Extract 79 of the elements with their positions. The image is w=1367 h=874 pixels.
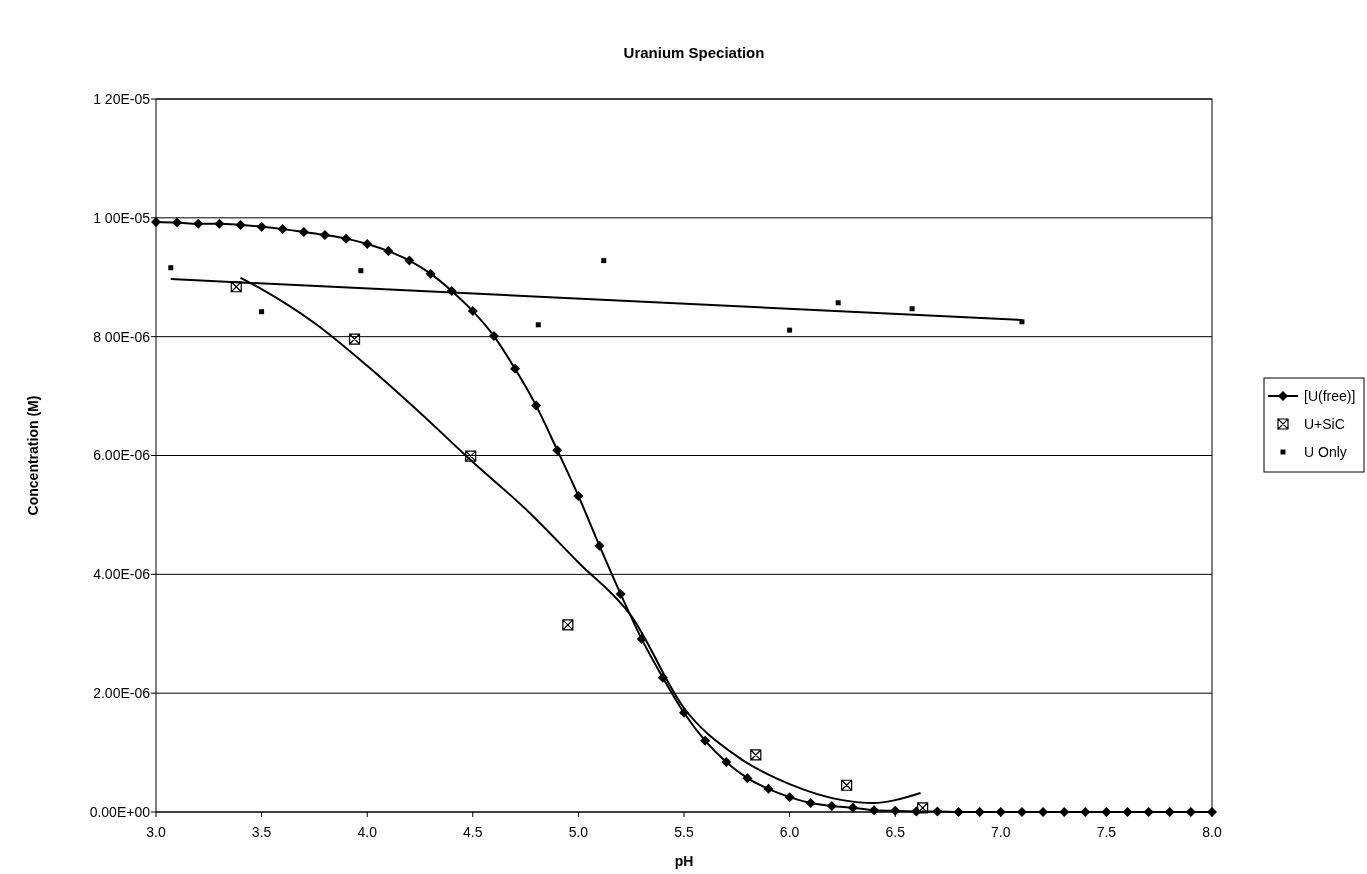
point	[235, 219, 246, 230]
y-tick-label: 4.00E-06	[93, 566, 151, 583]
point	[869, 805, 880, 816]
x-tick-label: 3.0	[146, 824, 166, 840]
x-tick-label: 5.0	[568, 824, 589, 840]
point	[573, 490, 584, 501]
x-tick-label: 7.0	[991, 824, 1011, 840]
point	[383, 246, 394, 257]
x-tick-label: 5.5	[674, 824, 694, 840]
point	[835, 300, 841, 306]
point	[531, 400, 542, 411]
point	[909, 306, 915, 312]
point	[1143, 807, 1154, 817]
point	[787, 327, 793, 333]
point	[151, 216, 161, 227]
point	[256, 221, 267, 232]
point	[763, 783, 774, 794]
point	[341, 233, 352, 244]
point	[826, 801, 837, 812]
point	[425, 268, 436, 279]
x-tick-label: 3.5	[251, 824, 272, 840]
point	[277, 224, 288, 235]
legend-label: U Only	[1304, 443, 1347, 460]
point	[362, 238, 373, 249]
x-tick-label: 4.5	[463, 824, 483, 840]
x-tick-label: 8.0	[1202, 824, 1222, 840]
y-tick-label: 1 00E-05	[93, 209, 151, 226]
point	[319, 230, 330, 241]
y-tick-label: 1 20E-05	[93, 90, 151, 107]
point	[594, 540, 605, 551]
point	[552, 445, 563, 456]
point	[932, 806, 943, 817]
point	[358, 268, 364, 274]
x-axis-title: pH	[674, 853, 694, 869]
point	[193, 218, 204, 229]
y-tick-label: 2.00E-06	[93, 685, 151, 702]
point	[784, 792, 795, 803]
point	[467, 306, 478, 317]
point	[615, 588, 626, 599]
legend-label: [U(free)]	[1304, 387, 1356, 404]
point	[750, 749, 762, 761]
point	[805, 798, 816, 809]
point	[404, 255, 415, 266]
point	[847, 802, 858, 813]
point	[742, 773, 753, 784]
point	[917, 802, 929, 814]
chart-title: Uranium Speciation	[623, 44, 765, 61]
point	[214, 218, 225, 229]
point	[259, 309, 265, 315]
y-tick-label: 8 00E-06	[93, 328, 151, 345]
point	[298, 227, 309, 238]
legend-label: U+SiC	[1304, 415, 1345, 432]
point	[1080, 807, 1091, 817]
point	[700, 735, 711, 746]
x-tick-label: 6.0	[779, 824, 800, 840]
point	[1164, 807, 1175, 817]
x-tick-label: 4.0	[357, 824, 378, 840]
point	[890, 805, 901, 816]
point	[510, 363, 521, 374]
y-tick-label: 0.00E+00	[89, 803, 151, 820]
x-tick-label: 6.5	[885, 824, 906, 840]
point	[841, 779, 853, 791]
point	[465, 450, 477, 462]
point	[721, 757, 732, 768]
point	[953, 807, 964, 817]
point	[562, 619, 574, 631]
point	[348, 333, 361, 345]
point	[601, 258, 607, 264]
point	[1101, 807, 1112, 817]
point	[488, 331, 499, 342]
y-axis-title: Concentration (M)	[25, 395, 41, 516]
point	[230, 281, 242, 293]
point	[168, 265, 174, 271]
y-tick-label: 6.00E-06	[93, 447, 151, 464]
x-tick-label: 7.5	[1096, 824, 1117, 840]
point	[172, 217, 183, 228]
point	[535, 322, 541, 328]
point	[1122, 807, 1133, 817]
point	[974, 807, 985, 817]
